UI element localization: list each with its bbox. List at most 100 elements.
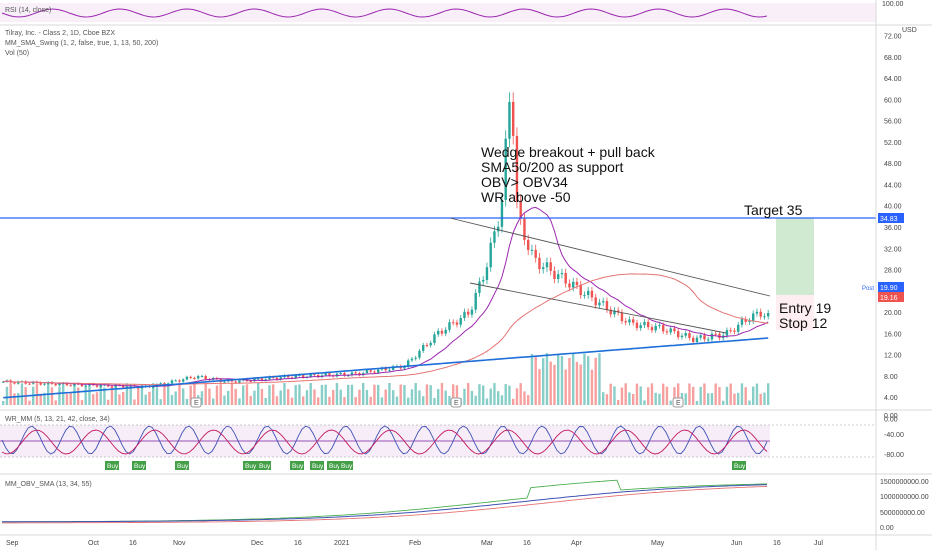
volume-bar	[497, 391, 500, 405]
volume-bar	[107, 399, 110, 405]
stop-annotation: Stop 12	[779, 315, 827, 331]
candle-body	[583, 295, 586, 297]
candle-body	[268, 376, 271, 380]
candle-body	[568, 283, 571, 288]
candle-body	[279, 377, 282, 380]
volume-bar	[767, 383, 770, 405]
currency-label: USD	[902, 27, 917, 34]
buy-signal-tag	[327, 461, 341, 470]
volume-bar	[163, 385, 166, 405]
volume-bar	[287, 389, 290, 405]
price-axis-tick: 16.00	[884, 331, 902, 338]
price-axis-tick: 48.00	[884, 161, 902, 168]
volume-bar	[512, 398, 515, 405]
volume-bar	[474, 395, 477, 405]
obv-sma-slow	[2, 486, 768, 524]
buy-signal-label: Buy	[259, 463, 271, 470]
volume-bar	[673, 387, 676, 405]
candle-body	[482, 279, 485, 282]
candle-body	[167, 383, 170, 385]
volume-bar	[422, 396, 425, 405]
volume-bar	[283, 383, 286, 405]
obv-axis-tick: 1000000000.00	[880, 494, 929, 501]
price-axis-tick: 68.00	[884, 55, 902, 62]
mm-sma-label: MM_SMA_Swing (1, 2, false, true, 1, 13, …	[5, 40, 158, 47]
volume-bar	[710, 393, 714, 405]
candle-body	[159, 383, 162, 385]
entry-annotation: Entry 19	[779, 300, 831, 316]
candle-body	[84, 385, 87, 387]
note-line-4: WR above -50	[481, 189, 571, 205]
buy-signal-label: Buy	[734, 463, 746, 470]
volume-bar	[122, 391, 125, 405]
candle-body	[384, 367, 387, 371]
candle-body	[260, 378, 264, 381]
wr-line-slow	[1, 429, 768, 455]
candle-body	[354, 372, 357, 374]
candle-body	[729, 330, 732, 332]
volume-bar	[519, 383, 522, 405]
volume-bar	[587, 356, 590, 405]
volume-bar	[620, 387, 624, 405]
candle-body	[414, 357, 417, 359]
time-axis-tick: Jun	[731, 540, 742, 547]
volume-bar	[347, 384, 350, 405]
candle-body	[324, 373, 327, 376]
volume-bar	[2, 401, 5, 405]
volume-bar	[118, 394, 121, 405]
candle-body	[598, 302, 601, 306]
volume-bar	[62, 383, 65, 405]
volume-bar	[572, 353, 575, 405]
candle-body	[515, 135, 519, 202]
candle-body	[339, 373, 342, 375]
candle-body	[317, 375, 320, 378]
earnings-markers: E E E	[190, 397, 684, 408]
candle-body	[163, 383, 166, 385]
volume-bar	[669, 400, 672, 405]
candle-body	[433, 334, 436, 343]
volume-bar	[84, 386, 87, 405]
wr-axis-tick: -40.00	[884, 432, 904, 439]
candle-body	[673, 328, 676, 332]
volume-bar	[95, 392, 99, 405]
candle-body	[523, 218, 526, 240]
candle-body	[455, 322, 459, 325]
candle-body	[298, 374, 301, 376]
time-axis-tick: Nov	[173, 540, 186, 547]
candle-body	[635, 322, 639, 329]
time-axis-tick: 16	[294, 540, 302, 547]
volume-bar	[392, 390, 395, 405]
time-axis-tick: Sep	[6, 540, 19, 547]
wedge-upper-line	[449, 217, 771, 297]
volume-bar	[189, 385, 192, 405]
volume-bar	[305, 390, 309, 405]
volume-bar	[583, 353, 586, 405]
price-axis-tick: 64.00	[884, 76, 902, 83]
volume-bar	[377, 384, 380, 405]
candle-body	[467, 311, 470, 315]
candle-body	[748, 321, 751, 323]
rsi-axis-tick: 100.00	[882, 1, 904, 8]
candle-body	[178, 380, 181, 382]
volume-bar	[455, 385, 459, 405]
candle-body	[58, 383, 61, 386]
candle-body	[343, 373, 346, 376]
volume-bar	[560, 355, 564, 405]
candle-body	[744, 319, 747, 322]
volume-bar	[204, 383, 207, 405]
candle-body	[493, 231, 496, 243]
volume-bar	[58, 386, 61, 405]
price-axis-tick: 56.00	[884, 119, 902, 126]
volume-bar	[69, 392, 72, 405]
buy-signal-tag	[257, 461, 271, 470]
volume-bar	[125, 383, 129, 405]
obv-sma-fast	[2, 484, 768, 523]
volume-bar	[752, 386, 755, 405]
volume-bar	[343, 397, 346, 405]
volume-bar	[264, 397, 267, 405]
volume-bar	[155, 388, 159, 405]
volume-bar	[35, 383, 39, 405]
volume-bar	[9, 383, 12, 405]
volume-bar	[65, 393, 69, 405]
candle-body	[740, 319, 744, 325]
